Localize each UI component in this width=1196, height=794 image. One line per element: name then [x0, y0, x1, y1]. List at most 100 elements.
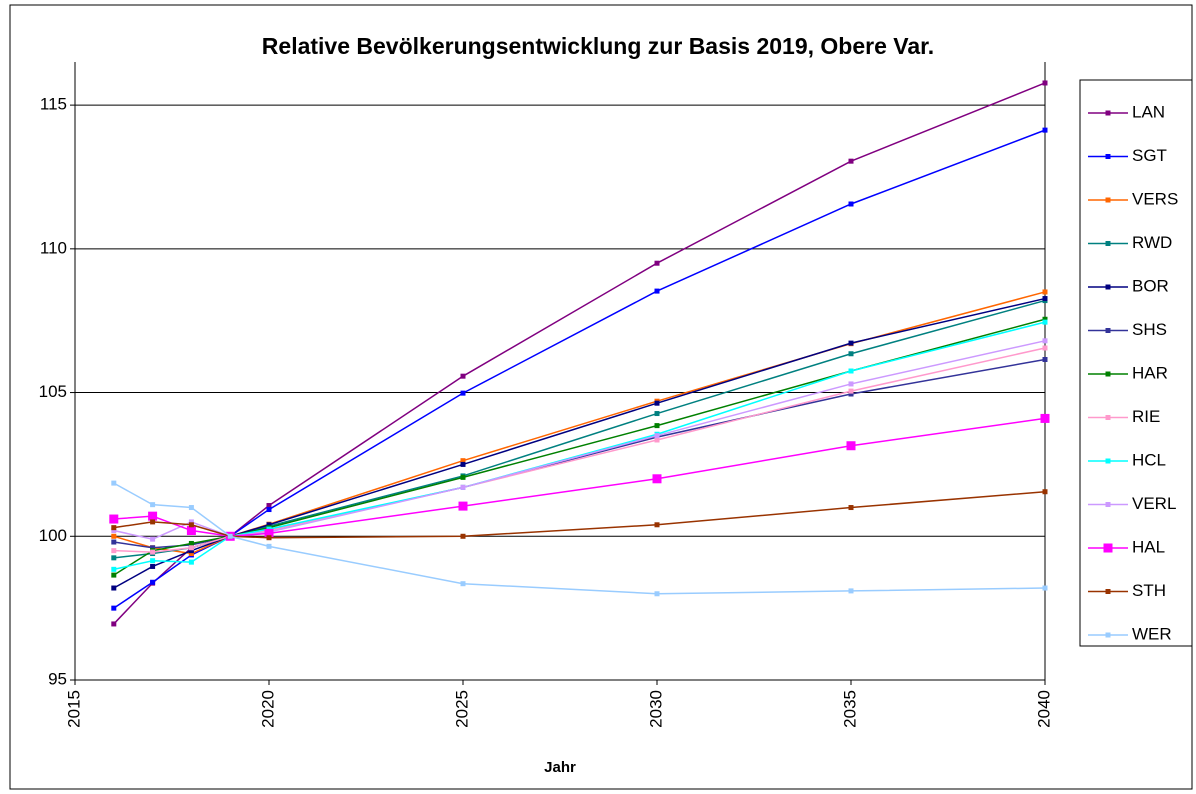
data-point: [1042, 80, 1048, 86]
data-point: [848, 391, 854, 397]
legend-marker: [1105, 458, 1111, 464]
chart-title: Relative Bevölkerungsentwicklung zur Bas…: [262, 33, 934, 59]
data-point: [188, 548, 194, 554]
legend-label: STH: [1132, 581, 1166, 600]
legend-box: [1079, 79, 1193, 647]
data-point: [111, 539, 117, 545]
data-point: [460, 581, 466, 587]
data-point: [111, 525, 117, 531]
data-point: [188, 522, 194, 528]
data-point: [848, 158, 854, 164]
legend-label: RIE: [1132, 407, 1160, 426]
data-point: [266, 503, 272, 509]
data-point: [460, 484, 466, 490]
data-point: [1042, 316, 1048, 322]
data-point: [654, 522, 660, 528]
data-point: [654, 423, 660, 429]
data-point: [150, 579, 156, 585]
y-tick-label: 105: [39, 382, 67, 401]
data-point: [266, 535, 272, 541]
data-point: [1042, 127, 1048, 133]
y-tick-label: 110: [40, 238, 67, 257]
data-point: [460, 390, 466, 396]
data-point: [848, 505, 854, 511]
data-point: [150, 549, 156, 555]
legend-label: VERS: [1132, 189, 1178, 208]
data-point: [460, 474, 466, 480]
data-point: [111, 555, 117, 561]
data-point: [111, 528, 117, 534]
legend-label: RWD: [1132, 233, 1172, 252]
data-point: [460, 461, 466, 467]
plot-area: [75, 62, 1045, 680]
data-point: [111, 533, 117, 539]
data-point: [111, 566, 117, 572]
data-point: [188, 551, 194, 557]
legend-label: WER: [1132, 624, 1172, 643]
data-point: [148, 511, 158, 521]
legend-marker: [1105, 241, 1111, 246]
data-point: [848, 368, 854, 374]
y-tick-label: 115: [40, 95, 67, 114]
legend-marker: [1105, 502, 1111, 507]
legend-marker: [1105, 415, 1111, 420]
legend-label: HAL: [1132, 537, 1165, 556]
data-point: [188, 559, 194, 565]
legend-marker: [1105, 110, 1111, 116]
data-point: [186, 526, 196, 536]
y-tick-label: 95: [48, 669, 67, 688]
data-point: [848, 388, 854, 394]
data-point: [188, 519, 194, 525]
data-point: [1042, 357, 1048, 363]
legend-label: HCL: [1132, 450, 1166, 469]
data-point: [1042, 585, 1048, 591]
data-point: [109, 514, 119, 524]
data-point: [188, 540, 194, 546]
data-point: [188, 505, 194, 511]
data-point: [1042, 296, 1048, 302]
data-point: [652, 474, 662, 484]
data-point: [111, 572, 117, 578]
data-point: [848, 588, 854, 594]
x-axis-label: Jahr: [544, 759, 576, 776]
data-point: [111, 585, 117, 591]
data-point: [848, 340, 854, 346]
data-point: [460, 458, 466, 464]
data-point: [1042, 289, 1048, 295]
x-tick-label: 2020: [258, 690, 277, 728]
data-point: [266, 507, 272, 513]
x-tick-label: 2015: [64, 690, 83, 728]
legend-marker: [1105, 632, 1111, 638]
data-point: [654, 437, 660, 443]
legend-marker: [1105, 154, 1111, 159]
data-point: [150, 545, 156, 551]
legend-label: HAR: [1132, 363, 1168, 382]
legend-label: VERL: [1132, 494, 1176, 513]
data-point: [150, 558, 156, 564]
data-point: [654, 591, 660, 597]
data-point: [654, 433, 660, 439]
data-point: [654, 260, 660, 266]
data-point: [1042, 319, 1048, 325]
data-point: [1040, 413, 1050, 423]
data-point: [150, 502, 156, 508]
legend-label: BOR: [1132, 276, 1169, 295]
data-point: [188, 545, 194, 551]
data-point: [150, 519, 156, 525]
data-point: [846, 441, 856, 451]
data-point: [654, 288, 660, 294]
data-point: [264, 528, 274, 538]
data-point: [111, 621, 117, 627]
data-point: [150, 563, 156, 569]
data-point: [848, 351, 854, 357]
data-point: [111, 605, 117, 611]
data-point: [111, 480, 117, 486]
data-point: [266, 522, 272, 528]
legend-label: SHS: [1132, 320, 1167, 339]
legend-marker: [1105, 284, 1111, 290]
legend-marker: [1103, 543, 1113, 553]
x-tick-label: 2030: [646, 690, 665, 728]
data-point: [460, 373, 466, 379]
legend-marker: [1105, 371, 1111, 377]
